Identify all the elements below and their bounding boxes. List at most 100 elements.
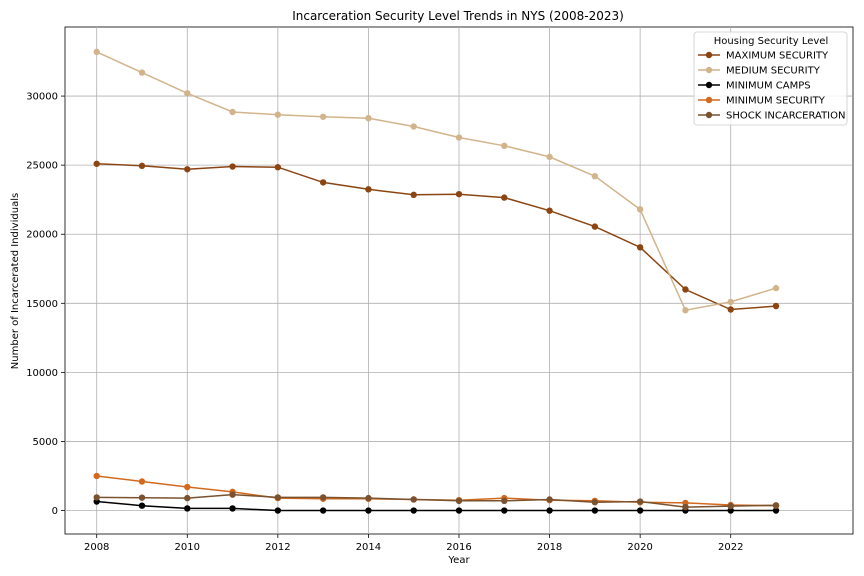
legend-marker-minimum-security <box>705 96 713 104</box>
data-point-shock-incarceration <box>727 502 734 510</box>
series-line-shock-incarceration <box>96 493 777 508</box>
data-point-minimum-security <box>93 472 100 480</box>
data-point-maximum-security <box>727 306 734 313</box>
data-point-medium-security <box>501 142 508 150</box>
x-tick-label: 2008 <box>84 542 109 553</box>
data-point-medium-security <box>772 284 780 292</box>
data-point-minimum-camps <box>274 507 282 514</box>
data-point-maximum-security <box>410 191 417 199</box>
data-point-minimum-camps <box>229 505 236 512</box>
data-point-maximum-security <box>455 190 463 198</box>
data-point-maximum-security <box>772 302 780 310</box>
data-point-maximum-security <box>93 160 100 167</box>
data-point-minimum-camps <box>410 507 417 514</box>
y-tick-label: 5000 <box>33 437 58 448</box>
data-point-medium-security <box>93 48 100 56</box>
legend-marker-maximum-security <box>705 51 713 59</box>
data-point-maximum-security <box>274 164 282 171</box>
y-tick-label: 0 <box>52 506 58 517</box>
series-layer <box>93 48 780 514</box>
data-point-maximum-security <box>319 179 327 186</box>
x-tick-label: 2018 <box>537 542 562 553</box>
y-tick-label: 10000 <box>26 368 58 379</box>
data-point-minimum-camps <box>501 507 508 514</box>
x-axis-ticks: 2008 2010 2012 2014 2016 2018 2020 2022 <box>84 534 743 553</box>
data-point-shock-incarceration <box>229 491 236 498</box>
data-point-medium-security <box>274 111 282 118</box>
data-point-shock-incarceration <box>455 497 463 505</box>
data-point-medium-security <box>727 298 734 306</box>
y-tick-label: 30000 <box>26 92 58 103</box>
legend-box <box>693 31 848 126</box>
data-point-shock-incarceration <box>591 499 599 506</box>
data-point-shock-incarceration <box>93 494 100 501</box>
data-point-medium-security <box>410 123 417 130</box>
data-point-maximum-security <box>138 162 146 170</box>
y-tick-label: 20000 <box>26 230 58 241</box>
x-tick-label: 2022 <box>718 542 743 553</box>
data-point-shock-incarceration <box>682 503 689 511</box>
y-axis-ticks: 0 5000 10000 15000 20000 25000 30000 <box>26 92 65 517</box>
data-point-maximum-security <box>682 286 689 293</box>
legend-label-shock-incarceration: SHOCK INCARCERATION <box>726 111 845 122</box>
data-point-medium-security <box>636 206 644 213</box>
data-point-maximum-security <box>636 244 644 251</box>
legend: Housing Security Level MAXIMUM SECURITY M… <box>693 31 848 126</box>
data-point-minimum-camps <box>591 507 599 514</box>
x-tick-label: 2016 <box>446 542 471 553</box>
series-line-maximum-security <box>96 163 777 311</box>
y-tick-label: 25000 <box>26 161 58 172</box>
data-point-minimum-security <box>184 483 191 491</box>
data-point-minimum-camps <box>636 507 644 514</box>
data-point-medium-security <box>319 113 327 120</box>
data-point-medium-security <box>546 153 553 161</box>
data-point-shock-incarceration <box>138 494 146 501</box>
legend-label-medium-security: MEDIUM SECURITY <box>726 66 821 77</box>
data-point-medium-security <box>365 114 372 122</box>
legend-label-maximum-security: MAXIMUM SECURITY <box>726 51 829 62</box>
data-point-maximum-security <box>184 166 191 173</box>
data-point-minimum-camps <box>455 507 463 514</box>
data-point-shock-incarceration <box>501 497 508 505</box>
data-point-minimum-camps <box>546 507 553 514</box>
legend-marker-minimum-camps <box>705 81 713 89</box>
x-tick-label: 2014 <box>356 542 381 553</box>
x-tick-label: 2010 <box>175 542 200 553</box>
data-point-medium-security <box>682 307 689 314</box>
series-line-minimum-camps <box>96 500 776 512</box>
x-axis-title: Year <box>447 555 470 566</box>
plot-area: 2008 2010 2012 2014 2016 2018 2020 2022 0 5000 10… <box>26 26 854 553</box>
data-point-shock-incarceration <box>365 494 372 502</box>
data-point-maximum-security <box>501 194 508 201</box>
data-point-maximum-security <box>591 223 599 230</box>
data-point-medium-security <box>229 108 236 116</box>
x-tick-label: 2020 <box>627 542 652 553</box>
data-point-minimum-camps <box>365 507 372 514</box>
x-tick-label: 2012 <box>265 542 290 553</box>
data-point-shock-incarceration <box>772 502 780 509</box>
y-tick-label: 15000 <box>26 299 58 310</box>
data-point-shock-incarceration <box>319 494 327 501</box>
data-point-minimum-camps <box>184 505 191 512</box>
data-point-minimum-camps <box>138 502 146 509</box>
data-point-medium-security <box>591 172 599 180</box>
data-point-minimum-security <box>138 478 146 485</box>
data-point-maximum-security <box>229 163 236 170</box>
data-point-shock-incarceration <box>274 494 282 501</box>
data-point-maximum-security <box>546 207 553 214</box>
legend-title: Housing Security Level <box>714 36 828 47</box>
data-point-maximum-security <box>365 186 372 193</box>
data-point-minimum-camps <box>772 507 780 514</box>
data-point-shock-incarceration <box>546 496 553 503</box>
series-line-medium-security <box>96 51 777 312</box>
y-axis-title: Number of Incarcerated Individuals <box>10 193 21 369</box>
legend-marker-shock-incarceration <box>705 111 713 119</box>
data-point-shock-incarceration <box>636 498 644 505</box>
data-point-medium-security <box>184 90 191 97</box>
data-point-shock-incarceration <box>410 496 417 503</box>
chart-title: Incarceration Security Level Trends in N… <box>292 9 624 23</box>
legend-label-minimum-camps: MINIMUM CAMPS <box>726 81 811 92</box>
legend-marker-medium-security <box>705 66 713 74</box>
legend-label-minimum-security: MINIMUM SECURITY <box>726 96 826 107</box>
